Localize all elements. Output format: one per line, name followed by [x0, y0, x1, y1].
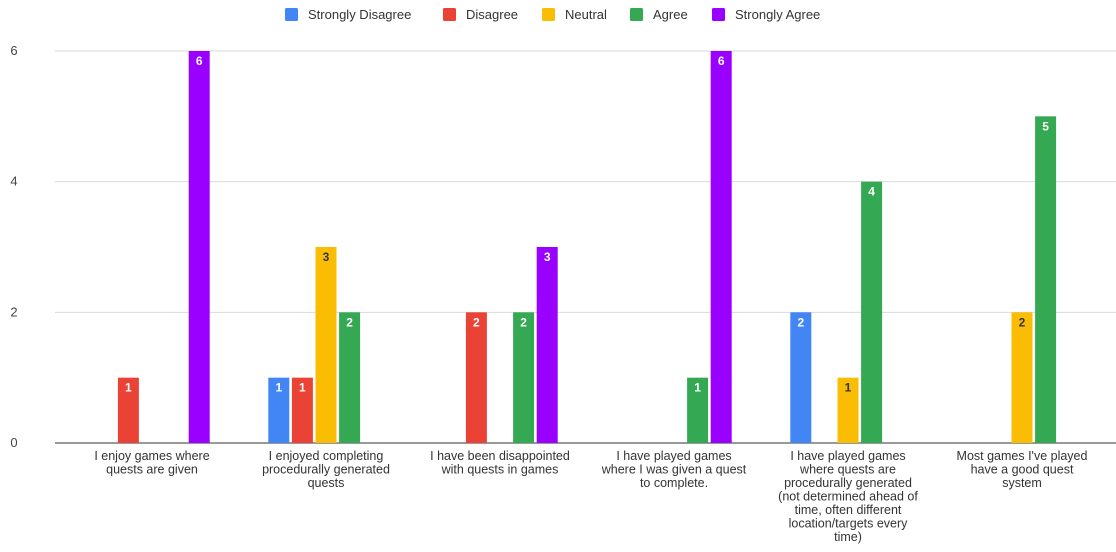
bar-value-label: 6	[718, 54, 725, 68]
bar-strongly-agree	[710, 51, 732, 443]
legend-swatch	[285, 8, 298, 21]
legend-swatch	[443, 8, 456, 21]
bar-value-label: 6	[196, 54, 203, 68]
bar-value-label: 1	[694, 381, 701, 395]
bar-value-label: 3	[323, 250, 330, 264]
bar-neutral	[837, 377, 859, 443]
bar-agree	[687, 377, 709, 443]
bar-agree	[339, 312, 361, 443]
category-label: Most games I've played have a good quest s…	[957, 449, 1088, 490]
y-tick-label: 0	[10, 435, 17, 450]
bar-value-label: 2	[520, 315, 527, 329]
bar-value-label: 2	[1019, 315, 1026, 329]
bar-value-label: 1	[275, 381, 282, 395]
bar-value-label: 4	[868, 185, 875, 199]
bar-strongly-disagree	[268, 377, 290, 443]
category-label: I have played games where I was given a q…	[601, 449, 747, 490]
bar-agree	[1035, 116, 1057, 443]
bar-disagree	[117, 377, 139, 443]
bar-value-label: 1	[299, 381, 306, 395]
bar-neutral	[1011, 312, 1033, 443]
bar-disagree	[291, 377, 313, 443]
legend-swatch	[712, 8, 725, 21]
category-label: I enjoyed completing procedurally generat…	[262, 449, 390, 490]
bar-value-label: 5	[1042, 119, 1049, 133]
legend-label: Disagree	[466, 7, 518, 22]
category-label: I have played games where quests are proce…	[778, 449, 918, 544]
x-axis-labels: I enjoy games where quests are given I enj…	[94, 449, 1087, 544]
bar-value-label: 2	[797, 315, 804, 329]
legend-swatch	[542, 8, 555, 21]
bar-agree	[513, 312, 535, 443]
bar-value-label: 2	[346, 315, 353, 329]
legend-label: Neutral	[565, 7, 607, 22]
y-axis-ticks: 0 2 4 6	[10, 43, 17, 450]
gridlines	[55, 50, 1116, 444]
bar-strongly-agree	[536, 247, 558, 443]
bar-disagree	[465, 312, 487, 443]
bar-value-label: 2	[473, 315, 480, 329]
bar-value-label: 3	[544, 250, 551, 264]
legend: Strongly Disagree Disagree Neutral Agree Str…	[285, 7, 820, 22]
legend-label: Strongly Agree	[735, 7, 820, 22]
legend-label: Strongly Disagree	[308, 7, 411, 22]
y-tick-label: 4	[10, 174, 17, 189]
bar-neutral	[315, 247, 337, 443]
category-label: I enjoy games where quests are given	[94, 449, 209, 477]
legend-label: Agree	[653, 7, 688, 22]
bar-value-label: 1	[845, 381, 852, 395]
category-label: I have been disappointed with quests in g…	[430, 449, 570, 477]
y-tick-label: 6	[10, 43, 17, 58]
bar-value-label: 1	[125, 381, 132, 395]
bar-agree	[861, 181, 883, 443]
legend-swatch	[630, 8, 643, 21]
bar-strongly-disagree	[790, 312, 812, 443]
bar-strongly-agree	[188, 51, 210, 443]
y-tick-label: 2	[10, 304, 17, 319]
